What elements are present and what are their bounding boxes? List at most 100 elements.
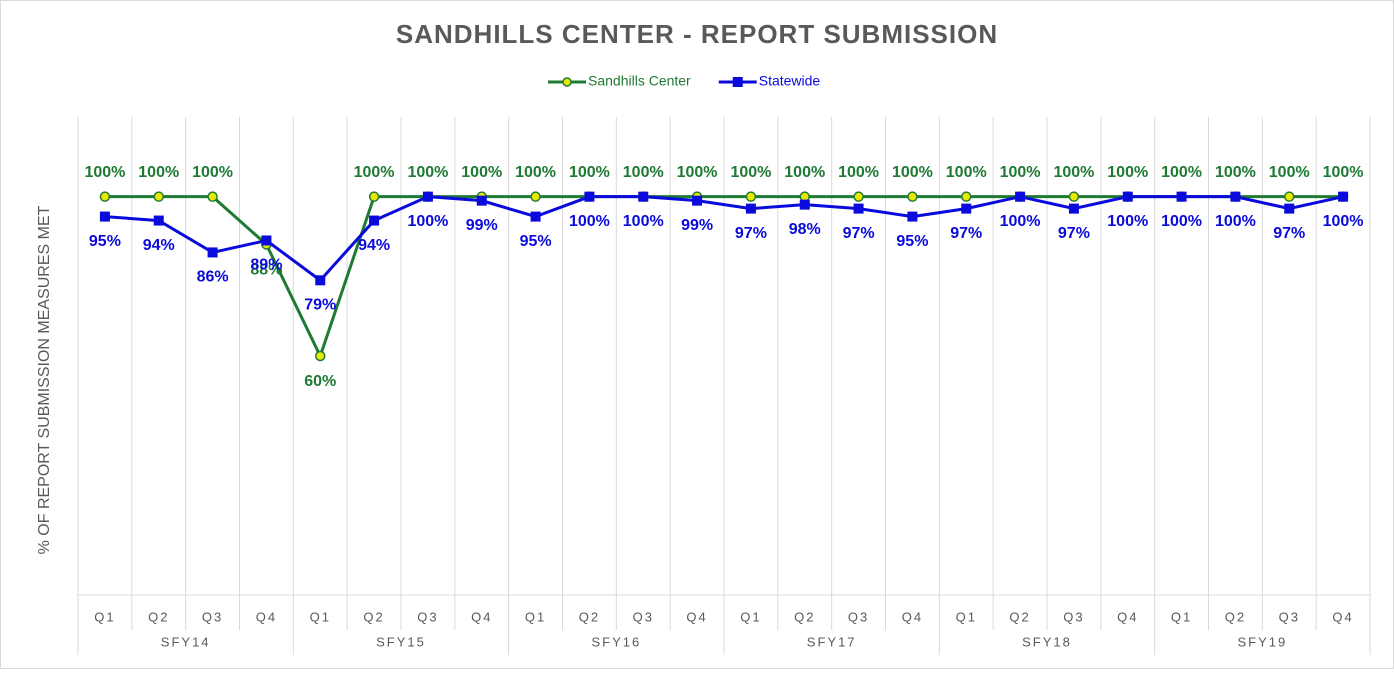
legend-label: Sandhills Center [588, 73, 691, 89]
data-label: 97% [735, 225, 767, 242]
point-marker [1068, 191, 1080, 202]
point-marker [530, 211, 541, 222]
data-label: 100% [1000, 213, 1041, 230]
x-tick-label: Q1 [525, 609, 546, 624]
point-marker [638, 191, 649, 202]
data-label: 100% [569, 164, 610, 181]
point-marker [476, 195, 487, 206]
data-label: 100% [515, 164, 556, 181]
point-marker [1338, 191, 1349, 202]
data-label: 100% [354, 164, 395, 181]
data-label: 100% [1107, 213, 1148, 230]
data-label: 99% [466, 217, 498, 234]
point-marker [1068, 203, 1079, 214]
x-tick-label: Q1 [956, 609, 977, 624]
data-label: 100% [1215, 164, 1256, 181]
point-marker [1122, 191, 1133, 202]
point-marker [99, 211, 110, 222]
x-tick-label: Q3 [1063, 609, 1084, 624]
data-label: 100% [730, 164, 771, 181]
data-label: 100% [1161, 164, 1202, 181]
data-label: 94% [358, 237, 390, 254]
point-marker [853, 191, 864, 202]
data-label: 97% [950, 225, 982, 242]
data-label: 100% [1107, 164, 1148, 181]
point-marker [584, 191, 595, 202]
data-label: 100% [1000, 164, 1041, 181]
data-label: 100% [192, 164, 233, 181]
data-label: 79% [304, 297, 336, 314]
data-label: 100% [623, 213, 664, 230]
data-label: 100% [1323, 164, 1364, 181]
series-line [104, 195, 1344, 283]
x-group-label: SFY18 [1022, 634, 1072, 649]
point-marker [369, 215, 380, 226]
point-marker [207, 247, 218, 258]
point-marker [853, 203, 864, 214]
data-label: 100% [461, 164, 502, 181]
point-marker [153, 191, 164, 202]
point-marker [1284, 203, 1295, 214]
data-label: 100% [1215, 213, 1256, 230]
point-marker [207, 191, 218, 202]
data-label: 100% [623, 164, 664, 181]
legend-marker [562, 77, 572, 87]
data-label: 97% [1058, 225, 1090, 242]
x-tick-label: Q1 [740, 609, 761, 624]
x-tick-label: Q3 [633, 609, 654, 624]
x-tick-label: Q4 [902, 609, 923, 624]
point-marker [907, 211, 918, 222]
data-label: 94% [143, 237, 175, 254]
data-label: 100% [1323, 213, 1364, 230]
data-label: 95% [896, 233, 928, 250]
data-label: 100% [569, 213, 610, 230]
point-marker [799, 199, 810, 210]
data-label: 88% [250, 262, 282, 279]
x-tick-label: Q3 [1279, 609, 1300, 624]
data-label: 99% [681, 217, 713, 234]
x-group-label: SFY16 [591, 634, 641, 649]
x-tick-label: Q4 [1332, 609, 1353, 624]
x-group-label: SFY14 [161, 634, 211, 649]
x-tick-label: Q4 [256, 609, 277, 624]
data-label: 100% [407, 213, 448, 230]
data-label: 100% [1161, 213, 1202, 230]
point-marker [99, 191, 111, 202]
x-group-label: SFY15 [376, 634, 426, 649]
data-label: 89% [250, 257, 282, 274]
x-tick-label: Q2 [363, 609, 384, 624]
x-tick-label: Q1 [1171, 609, 1192, 624]
data-label: 100% [946, 164, 987, 181]
x-group-label: SFY17 [807, 634, 857, 649]
point-marker [315, 275, 326, 286]
point-marker [745, 203, 756, 214]
data-label: 100% [892, 164, 933, 181]
x-tick-label: Q2 [794, 609, 815, 624]
point-marker [745, 191, 757, 202]
point-marker [368, 191, 380, 202]
point-marker [1015, 191, 1026, 202]
x-tick-label: Q4 [471, 609, 492, 624]
x-tick-label: Q2 [579, 609, 600, 624]
data-label: 97% [843, 225, 875, 242]
point-marker [261, 235, 272, 246]
point-marker [907, 191, 918, 202]
data-label: 100% [138, 164, 179, 181]
chart-title: SANDHILLS CENTER - REPORT SUBMISSION [396, 19, 998, 49]
data-label: 60% [304, 373, 336, 390]
data-label: 97% [1273, 225, 1305, 242]
point-marker [961, 191, 972, 202]
x-tick-label: Q4 [1117, 609, 1138, 624]
point-marker [422, 191, 433, 202]
y-axis-title: % OF REPORT SUBMISSION MEASURES MET [36, 205, 53, 554]
point-marker [692, 195, 703, 206]
point-marker [1230, 191, 1241, 202]
x-tick-label: Q4 [686, 609, 707, 624]
x-tick-label: Q1 [310, 609, 331, 624]
point-marker [530, 191, 541, 202]
x-group-label: SFY19 [1237, 634, 1287, 649]
data-label: 100% [84, 164, 125, 181]
point-marker [1176, 191, 1187, 202]
